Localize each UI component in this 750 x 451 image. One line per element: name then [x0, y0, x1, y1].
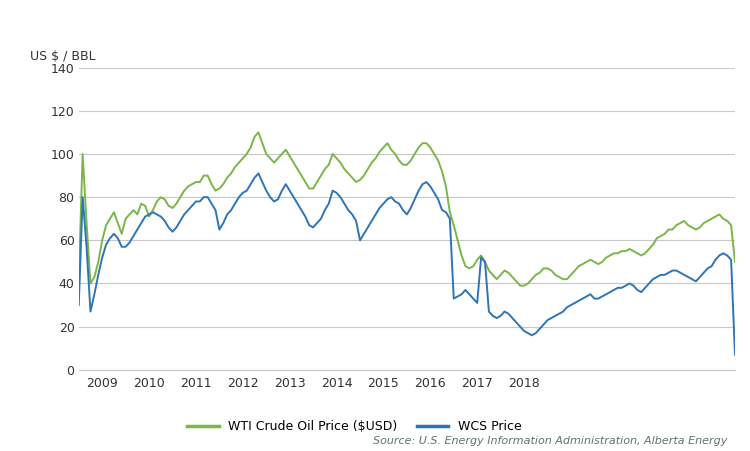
Text: ENERGY - CRUDE OIL PRICE: ENERGY - CRUDE OIL PRICE: [10, 14, 242, 28]
Text: Source: U.S. Energy Information Administration, Alberta Energy: Source: U.S. Energy Information Administ…: [374, 437, 728, 446]
Legend: WTI Crude Oil Price ($USD), WCS Price: WTI Crude Oil Price ($USD), WCS Price: [182, 415, 526, 438]
Text: US $ / BBL: US $ / BBL: [29, 50, 95, 63]
